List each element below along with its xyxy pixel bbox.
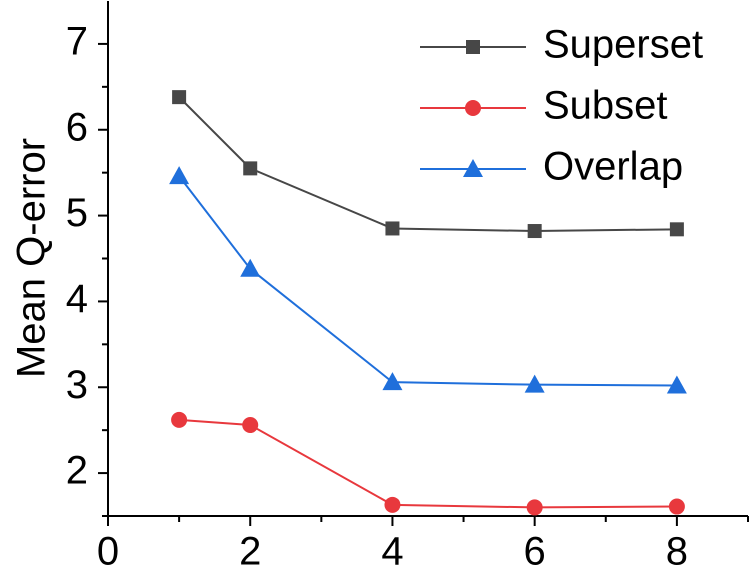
series-line [179,418,677,509]
series-line [178,175,677,387]
marker [172,90,187,105]
x-tick-label: 6 [524,530,546,574]
y-tick-label: 4 [66,277,88,321]
x-tick-label: 8 [666,530,688,574]
y-tick-label: 3 [66,363,88,407]
x-tick-label: 4 [381,530,403,574]
x-tick-label: 2 [239,530,261,574]
marker [666,375,687,394]
marker [171,411,188,428]
marker [242,417,259,434]
legend-marker [463,159,483,177]
marker [668,498,685,515]
y-tick-label: 2 [66,449,88,493]
x-tick-label: 0 [97,530,119,574]
legend-label: Overlap [543,145,683,189]
marker [527,224,542,239]
y-tick-label: 6 [66,105,88,149]
legend-marker [466,40,480,54]
legend-marker [465,100,481,116]
marker [385,221,400,236]
marker [382,372,403,391]
marker [526,499,543,516]
marker [669,222,684,237]
legend-label: Superset [543,23,703,67]
marker [169,166,190,185]
marker [243,161,258,176]
legend-label: Subset [543,84,668,128]
y-tick-label: 7 [66,19,88,63]
marker [524,374,545,393]
y-tick-label: 5 [66,191,88,235]
marker [384,496,401,513]
marker [240,258,261,277]
y-axis-label: Mean Q-error [10,138,54,378]
